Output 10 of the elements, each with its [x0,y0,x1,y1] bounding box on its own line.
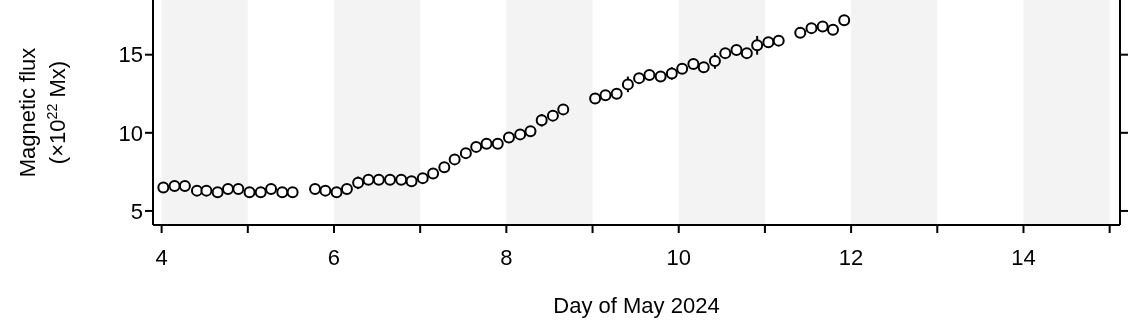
x-axis-title: Day of May 2024 [553,293,720,318]
x-tick-label: 4 [155,244,168,270]
x-tick-label: 6 [327,244,341,270]
x-tick-label: 12 [838,244,864,270]
y-tick-label: 10 [118,120,143,146]
x-tick-label: 10 [666,244,691,270]
x-tick-label: 8 [500,244,513,270]
y-tick-label: 15 [118,42,143,68]
x-tick-label: 14 [1011,244,1036,270]
y-tick-label: 5 [130,198,143,224]
